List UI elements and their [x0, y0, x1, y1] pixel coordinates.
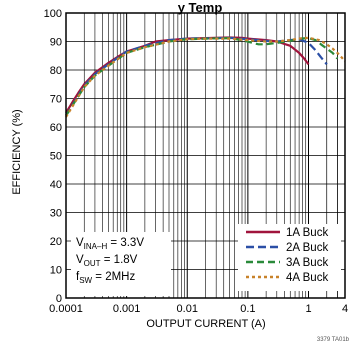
condition-line: VOUT = 1.8V	[76, 254, 138, 268]
x-tick-label: 0.0001	[49, 303, 83, 315]
y-tick-label: 40	[50, 179, 62, 191]
y-tick-label: 50	[50, 151, 62, 163]
x-tick-label: 0.1	[240, 303, 255, 315]
series-group	[65, 36, 346, 118]
conditions-box	[71, 232, 171, 296]
y-tick-label: 90	[50, 37, 62, 49]
series-line	[65, 36, 339, 117]
operating-conditions: VINA–H = 3.3V VOUT = 1.8V fSW = 2MHz	[71, 232, 171, 296]
legend-label: 3A Buck	[286, 257, 328, 269]
legend-box	[238, 224, 341, 291]
y-tick-label: 60	[50, 122, 62, 134]
y-tick-label: 80	[50, 65, 62, 77]
y-axis-ticks: 0 10 20 30 40 50 60 70 80 90 100	[44, 8, 62, 305]
x-tick-label: 0.001	[113, 303, 141, 315]
x-tick-label: 1	[305, 303, 311, 315]
legend-label: 4A Buck	[286, 272, 328, 284]
legend-label: 1A Buck	[286, 227, 328, 239]
x-axis-ticks: 0.0001 0.001 0.01 0.1 1 4	[49, 303, 348, 315]
x-axis-label: OUTPUT CURRENT (A)	[146, 318, 265, 330]
legend: 1A Buck 2A Buck 3A Buck 4A Buck	[238, 224, 341, 291]
y-tick-label: 10	[50, 265, 62, 277]
condition-line: fSW = 2MHz	[76, 271, 135, 285]
y-tick-label: 70	[50, 94, 62, 106]
condition-line: VINA–H = 3.3V	[76, 237, 144, 251]
x-tick-label: 0.01	[177, 303, 198, 315]
plot-frame	[65, 12, 346, 299]
chart-title: y Temp	[178, 0, 223, 15]
series-line	[65, 36, 328, 117]
y-tick-label: 100	[44, 8, 62, 20]
legend-label: 2A Buck	[286, 242, 328, 254]
x-tick-label: 4	[342, 303, 348, 315]
y-tick-label: 30	[50, 208, 62, 220]
series-line	[65, 36, 346, 118]
y-axis-label: EFFICIENCY (%)	[11, 109, 23, 194]
y-tick-label: 20	[50, 236, 62, 248]
figure-reference: 3379 TA01b	[317, 337, 350, 343]
y-tick-label: 0	[56, 293, 62, 305]
